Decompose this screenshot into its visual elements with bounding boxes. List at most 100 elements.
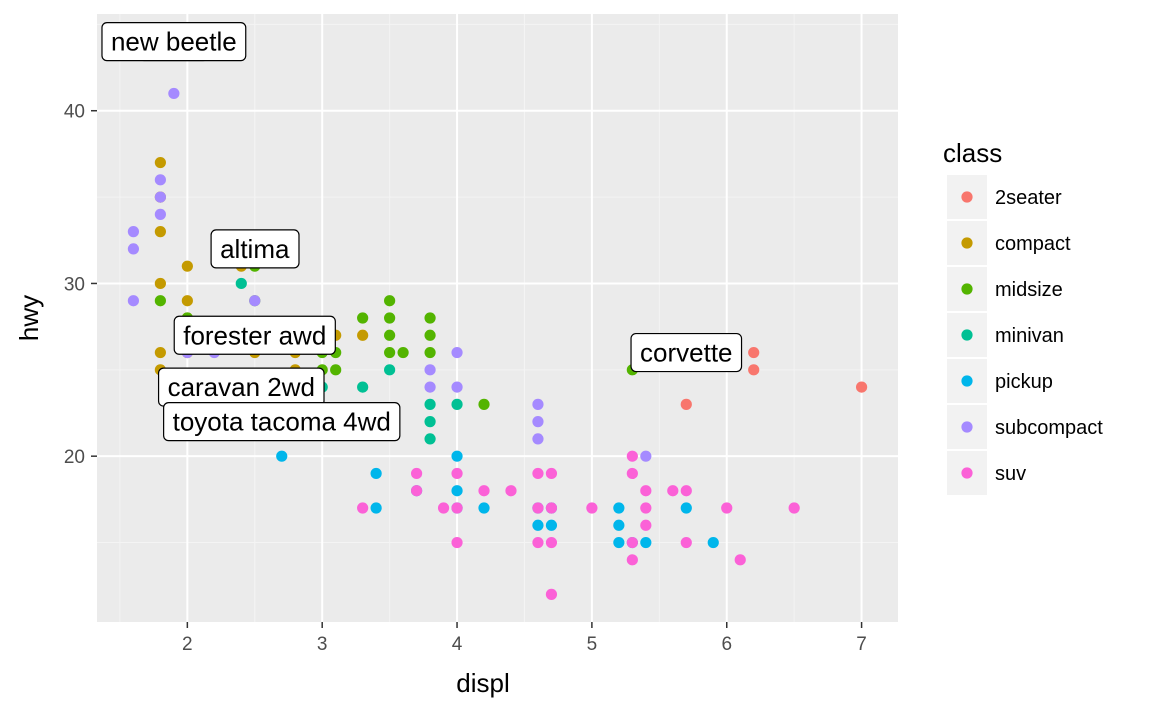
point-minivan: [384, 364, 396, 376]
point-pickup: [613, 519, 625, 531]
point-midsize: [154, 295, 166, 307]
point-suv: [545, 502, 558, 514]
point-suv: [667, 485, 679, 497]
point-compact: [154, 346, 166, 359]
point-suv: [532, 536, 544, 549]
annotation-text: toyota tacoma 4wd: [173, 407, 391, 437]
point-midsize: [357, 312, 369, 324]
legend-label-subcompact: subcompact: [995, 417, 1103, 439]
point-midsize: [384, 329, 396, 341]
point-suv: [640, 485, 652, 497]
annotation-text: altima: [220, 234, 290, 264]
annotation-label: forester awd: [173, 315, 336, 355]
point-subcompact: [249, 295, 261, 307]
point-minivan: [424, 398, 436, 410]
point-suv: [626, 467, 638, 480]
point-2seater: [748, 346, 760, 359]
legend-swatch-subcompact: [961, 421, 973, 433]
point-suv: [545, 536, 558, 549]
point-midsize: [424, 312, 436, 324]
point-2seater: [680, 398, 692, 410]
x-axis-title: displ: [456, 668, 509, 698]
legend-label-compact: compact: [995, 233, 1071, 255]
point-midsize: [384, 295, 396, 307]
point-midsize: [424, 346, 436, 359]
point-midsize: [478, 398, 490, 410]
legend-swatch-suv: [961, 467, 973, 479]
point-suv: [626, 554, 638, 566]
point-pickup: [680, 502, 692, 514]
point-minivan: [235, 277, 247, 290]
annotation-label: new beetle: [101, 22, 247, 62]
point-minivan: [424, 433, 436, 445]
point-suv: [451, 536, 463, 549]
point-subcompact: [154, 191, 166, 203]
point-minivan: [357, 381, 369, 393]
point-subcompact: [532, 398, 544, 410]
legend-swatch-midsize: [961, 283, 973, 295]
annotation-box: [101, 22, 247, 62]
point-pickup: [478, 502, 490, 514]
point-pickup: [545, 519, 558, 531]
y-tick-label: 30: [64, 274, 85, 295]
point-compact: [181, 260, 193, 272]
point-subcompact: [532, 416, 544, 428]
point-suv: [478, 485, 490, 497]
point-suv: [626, 536, 638, 549]
x-tick-label: 7: [856, 634, 867, 655]
annotation-box: [173, 315, 336, 355]
legend-swatch-compact: [961, 237, 973, 249]
x-tick-label: 4: [452, 634, 463, 655]
annotation-text: new beetle: [111, 27, 237, 57]
point-compact: [154, 156, 166, 169]
point-compact: [181, 295, 193, 307]
point-pickup: [640, 536, 652, 549]
legend-title: class: [943, 138, 1002, 168]
point-subcompact: [168, 87, 180, 100]
point-suv: [721, 502, 733, 514]
annotation-text: caravan 2wd: [168, 372, 315, 402]
point-subcompact: [451, 346, 463, 359]
annotation-box: [630, 332, 743, 373]
point-suv: [734, 554, 746, 566]
legend-key-minivan: [945, 311, 989, 359]
point-subcompact: [127, 295, 140, 307]
point-pickup: [451, 450, 463, 462]
point-suv: [437, 502, 450, 514]
point-subcompact: [127, 243, 140, 255]
point-midsize: [384, 346, 396, 359]
y-tick-label: 20: [64, 447, 85, 468]
point-subcompact: [154, 208, 166, 220]
point-pickup: [613, 502, 625, 514]
annotation-box: [163, 402, 401, 442]
point-suv: [410, 485, 423, 497]
point-pickup: [276, 450, 288, 462]
point-suv: [640, 519, 652, 531]
annotation-box: [210, 229, 300, 269]
annotation-label: caravan 2wd: [157, 367, 325, 407]
legend-label-pickup: pickup: [995, 371, 1053, 393]
legend-label-minivan: minivan: [995, 325, 1064, 347]
legend-label-2seater: 2seater: [995, 187, 1062, 209]
legend-label-midsize: midsize: [995, 279, 1063, 301]
x-tick-label: 6: [721, 634, 732, 655]
point-subcompact: [532, 433, 544, 445]
point-pickup: [707, 536, 719, 549]
point-suv: [505, 485, 517, 497]
legend-swatch-pickup: [961, 375, 973, 387]
point-compact: [154, 226, 166, 238]
point-suv: [410, 467, 423, 480]
point-suv: [626, 450, 638, 462]
legend-swatch-2seater: [961, 191, 973, 203]
annotation-label: corvette: [630, 332, 743, 373]
legend: 2seater compact midsize minivan pickup subcom…: [945, 173, 1103, 497]
point-suv: [532, 502, 544, 514]
point-midsize: [384, 312, 396, 324]
point-minivan: [424, 416, 436, 428]
point-suv: [357, 502, 369, 514]
x-tick-label: 2: [182, 634, 193, 655]
point-2seater: [748, 364, 760, 376]
point-suv: [788, 502, 800, 514]
